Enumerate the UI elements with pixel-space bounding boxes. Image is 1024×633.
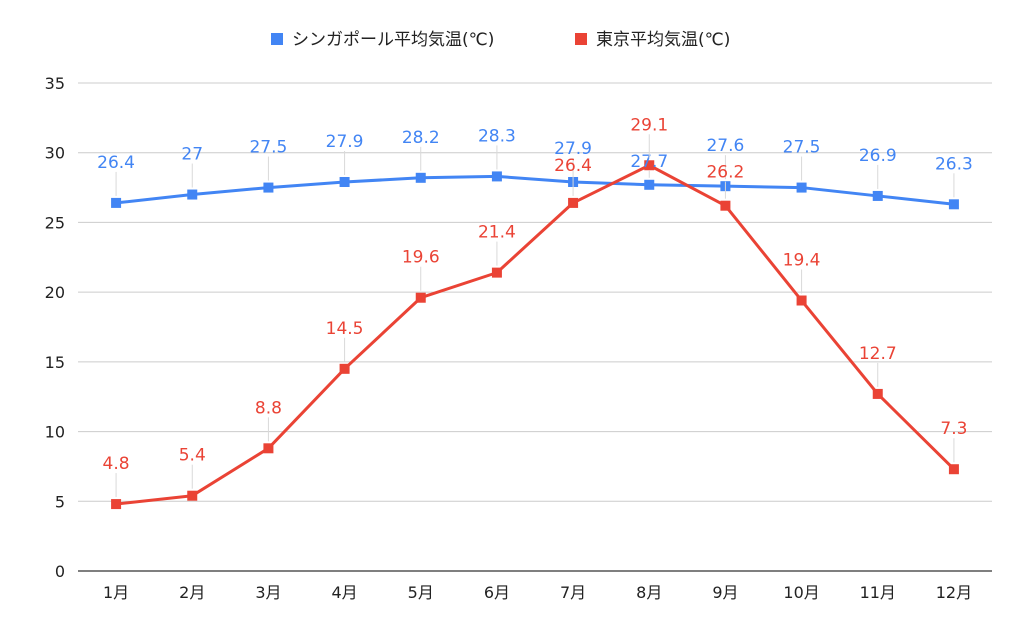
data-label: 26.4 — [554, 156, 592, 176]
data-label: 27.5 — [249, 138, 287, 158]
data-label: 27.7 — [630, 152, 668, 172]
data-point — [644, 179, 655, 190]
data-label: 14.5 — [326, 319, 364, 339]
data-point — [796, 182, 807, 193]
x-tick-label: 1月 — [103, 583, 129, 602]
data-label: 26.2 — [706, 163, 744, 183]
data-point — [111, 499, 122, 510]
x-tick-label: 10月 — [783, 583, 819, 602]
data-point — [187, 490, 198, 501]
series-line-1 — [114, 163, 956, 506]
data-point — [948, 464, 959, 475]
data-point — [187, 189, 198, 200]
data-point — [872, 190, 883, 201]
x-tick-label: 2月 — [179, 583, 205, 602]
data-label: 28.3 — [478, 126, 516, 146]
data-point — [263, 182, 274, 193]
legend: シンガポール平均気温(℃) 東京平均気温(℃) — [271, 30, 730, 50]
data-point — [796, 295, 807, 306]
data-label: 7.3 — [940, 419, 967, 439]
y-tick-label: 5 — [55, 492, 65, 511]
data-label: 19.6 — [402, 248, 440, 268]
data-label: 28.2 — [402, 128, 440, 148]
y-tick-label: 20 — [45, 283, 65, 302]
data-point — [644, 160, 655, 171]
data-label: 5.4 — [179, 446, 206, 466]
data-label: 21.4 — [478, 223, 516, 243]
legend-swatch-singapore — [271, 33, 283, 45]
data-label: 27.9 — [326, 132, 364, 152]
y-tick-label: 30 — [45, 144, 65, 163]
data-point — [339, 363, 350, 374]
x-tick-label: 9月 — [712, 583, 738, 602]
data-point — [263, 443, 274, 454]
legend-swatch-tokyo — [575, 33, 587, 45]
series-line-0 — [114, 174, 956, 206]
data-label: 27.6 — [706, 136, 744, 156]
data-point — [415, 292, 426, 303]
data-label: 26.4 — [97, 153, 135, 173]
x-tick-label: 12月 — [936, 583, 972, 602]
y-tick-label: 15 — [45, 353, 65, 372]
data-label: 12.7 — [859, 344, 897, 364]
data-label: 27.5 — [783, 138, 821, 158]
data-label: 19.4 — [783, 251, 821, 271]
series-lines — [111, 160, 959, 510]
y-tick-label: 0 — [55, 562, 65, 581]
x-tick-label: 3月 — [255, 583, 281, 602]
data-label: 27.9 — [554, 139, 592, 159]
x-tick-label: 8月 — [636, 583, 662, 602]
data-label: 29.1 — [630, 115, 668, 135]
x-axis: 1月 2月 3月 4月 5月 6月 7月 8月 9月 10月 11月 12月 — [103, 583, 972, 602]
y-axis: 0 5 10 15 20 25 30 35 — [45, 74, 65, 581]
data-labels: 26.4 27 27.5 27.9 28.2 28.3 27.9 27.7 27.6 27.5 26… — [97, 115, 973, 498]
x-tick-label: 7月 — [560, 583, 586, 602]
data-label: 8.8 — [255, 398, 282, 418]
data-point — [720, 200, 731, 211]
x-tick-label: 5月 — [408, 583, 434, 602]
data-point — [415, 172, 426, 183]
data-point — [111, 197, 122, 208]
legend-label-tokyo: 東京平均気温(℃) — [596, 30, 730, 50]
y-tick-label: 25 — [45, 213, 65, 232]
data-point — [872, 388, 883, 399]
data-label: 27 — [181, 145, 203, 165]
x-tick-label: 11月 — [860, 583, 896, 602]
x-tick-label: 6月 — [484, 583, 510, 602]
data-point — [491, 171, 502, 182]
data-point — [339, 176, 350, 187]
legend-label-singapore: シンガポール平均気温(℃) — [292, 30, 494, 50]
grid-lines — [78, 82, 992, 572]
data-point — [948, 199, 959, 210]
data-point — [568, 197, 579, 208]
x-tick-label: 4月 — [331, 583, 357, 602]
data-point — [491, 267, 502, 278]
data-label: 26.9 — [859, 146, 897, 166]
data-label: 26.3 — [935, 154, 973, 174]
data-label: 4.8 — [103, 454, 130, 474]
y-tick-label: 10 — [45, 423, 65, 442]
y-tick-label: 35 — [45, 74, 65, 93]
